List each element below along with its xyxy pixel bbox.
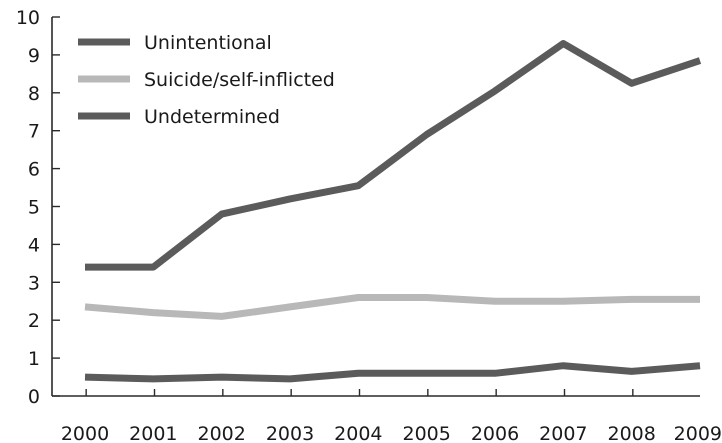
series-0	[84, 40, 702, 271]
legend-item: Undetermined	[78, 106, 280, 128]
y-tick-label: 8	[28, 83, 40, 105]
x-tick-label: 2004	[334, 423, 382, 443]
x-ticks: 2000 2001 2002 2003 2004 2005 2006 2007 2008 2009	[61, 389, 722, 443]
series-line	[84, 294, 700, 320]
legend-label: Suicide/self-inflicted	[144, 69, 335, 91]
y-tick-label: 6	[28, 159, 40, 181]
x-tick-label: 2009	[674, 423, 722, 443]
x-tick-label: 2008	[607, 423, 655, 443]
y-tick-label: 3	[28, 272, 40, 294]
y-tick-label: 7	[28, 121, 40, 143]
x-tick-label: 2003	[266, 423, 314, 443]
x-tick-label: 2002	[197, 423, 245, 443]
series-1	[84, 294, 701, 320]
x-tick-label: 2006	[471, 423, 519, 443]
y-tick-label: 0	[28, 386, 40, 408]
legend-item: Unintentional	[78, 32, 272, 54]
legend-label: Unintentional	[144, 32, 272, 54]
x-tick-label: 2000	[61, 423, 109, 443]
y-tick-label: 1	[28, 348, 40, 370]
y-tick-label: 4	[28, 234, 40, 256]
y-ticks: 0 1 2 3 4 5 6 7 8 9 10	[16, 7, 60, 408]
y-tick-label: 10	[16, 7, 40, 29]
legend-item: Suicide/self-inflicted	[78, 69, 335, 91]
legend: Unintentional Suicide/self-inflicted Undet…	[78, 32, 335, 128]
x-tick-label: 2005	[402, 423, 450, 443]
legend-label: Undetermined	[144, 106, 280, 128]
y-tick-label: 5	[28, 197, 40, 219]
x-tick-label: 2007	[539, 423, 587, 443]
y-tick-label: 2	[28, 310, 40, 332]
series-line	[84, 362, 701, 383]
series-line	[85, 40, 702, 271]
x-tick-label: 2001	[129, 423, 177, 443]
series-2	[84, 362, 701, 383]
series-layer	[84, 40, 702, 383]
y-tick-label: 9	[28, 45, 40, 67]
